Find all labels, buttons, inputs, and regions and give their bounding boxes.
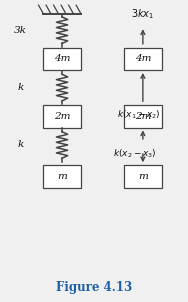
Text: $k(x_2-x_3)$: $k(x_2-x_3)$: [113, 147, 156, 159]
Text: $k(x_1-x_2)$: $k(x_1-x_2)$: [117, 109, 160, 121]
Text: m: m: [138, 172, 148, 181]
Text: 4m: 4m: [54, 54, 70, 63]
Text: 2m: 2m: [54, 112, 70, 121]
FancyBboxPatch shape: [124, 47, 162, 70]
Text: m: m: [57, 172, 67, 181]
FancyBboxPatch shape: [43, 47, 81, 70]
Text: 2m: 2m: [135, 112, 151, 121]
Text: 4m: 4m: [135, 54, 151, 63]
Text: k: k: [17, 83, 24, 92]
FancyBboxPatch shape: [43, 105, 81, 127]
Text: k: k: [17, 140, 24, 149]
Text: Figure 4.13: Figure 4.13: [56, 281, 132, 294]
FancyBboxPatch shape: [124, 105, 162, 127]
Text: 3k: 3k: [14, 26, 27, 35]
FancyBboxPatch shape: [124, 165, 162, 188]
Text: $3kx_1$: $3kx_1$: [131, 7, 155, 21]
FancyBboxPatch shape: [43, 165, 81, 188]
